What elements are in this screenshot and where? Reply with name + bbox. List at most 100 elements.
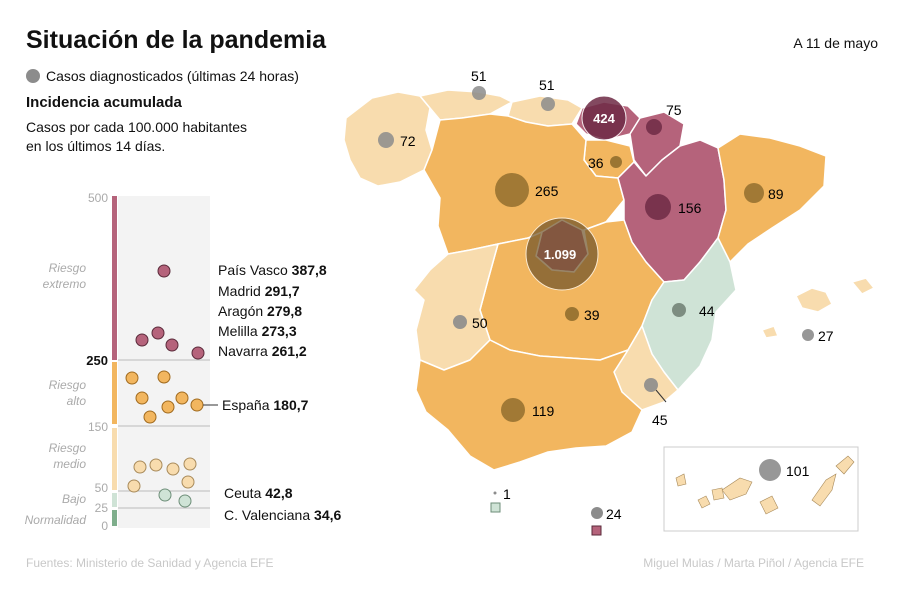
band-label-normalidad: Normalidad [25,513,87,527]
bubble-andalucia [501,398,525,422]
incidence-subtitle-line1: Casos por cada 100.000 habitantes [26,119,248,135]
region-andalucia [415,339,643,471]
incidence-title: Incidencia acumulada [26,94,182,111]
dot-medio-4 [166,462,180,476]
cases-asturias: 51 [471,68,487,84]
highlight-navarra: Navarra 261,2 [218,343,307,359]
region-cataluna [717,133,827,263]
island-tenerife [721,477,753,501]
highlight-aragon: Aragón 279,8 [218,303,303,319]
dot-alto-2 [157,370,171,384]
cases-castilla-y-leon: 265 [535,183,559,199]
murcia-leader-line [655,389,667,403]
island-gran-canaria [759,495,779,515]
band-bar-alto [112,362,117,424]
band-label-bajo: Bajo [62,492,86,506]
dot-alto-1 [125,371,139,385]
cases-murcia: 45 [652,412,668,428]
dot-alto-3 [135,391,149,405]
date-label: A 11 de mayo [793,35,878,51]
tick-50: 50 [95,481,109,495]
bubble-cantabria [541,97,555,111]
cases-cataluna: 89 [768,186,784,202]
dot-alto-6 [143,410,157,424]
dot-medio-6 [127,479,141,493]
cases-la-rioja: 36 [588,155,604,171]
incidence-subtitle: Casos por cada 100.000 habitantes en los… [26,118,286,156]
highlight-c-valenciana: C. Valenciana 34,6 [224,507,342,523]
cases-galicia: 72 [400,133,416,149]
cases-baleares: 27 [818,328,834,344]
band-bar-extremo [112,196,117,360]
tick-500: 500 [88,191,108,205]
island-lanzarote [835,455,855,475]
band-label-alto-1: Riesgo [49,378,87,392]
band-bar-normalidad [112,510,117,526]
bubble-c-valenciana [672,303,686,317]
highlight-espana: España 180,7 [222,397,309,413]
dot-pais-vasco [157,264,171,278]
island-el-hierro [697,495,711,509]
bubble-madrid [525,217,599,291]
band-bar-medio [112,428,117,490]
cases-navarra: 75 [666,102,682,118]
cases-pais-vasco: 424 [593,111,615,126]
cases-legend-label: Casos diagnosticados (últimas 24 horas) [46,68,299,84]
region-baleares-mallorca [795,287,833,313]
cases-dot-icon [26,69,40,83]
island-fuerteventura [811,473,837,507]
bubble-asturias [472,86,486,100]
cases-legend: Casos diagnosticados (últimas 24 horas) [26,68,299,84]
band-label-medio-2: medio [53,457,86,471]
island-la-gomera [711,487,725,501]
dot-medio-3 [133,460,147,474]
tick-150: 150 [88,420,108,434]
bubble-baleares [802,329,814,341]
dot-navarra [191,346,205,360]
chart-panel [118,196,210,528]
bubble-melilla [591,507,603,519]
cases-madrid: 1.099 [544,247,577,262]
bubble-cataluna [744,183,764,203]
band-label-alto-2: alto [67,394,87,408]
bubble-canarias [759,459,781,481]
bubble-extremadura [453,315,467,329]
bubble-pais-vasco [581,95,627,141]
band-label-medio-1: Riesgo [49,441,87,455]
bubble-aragon [645,194,671,220]
dot-ceuta [158,488,172,502]
tick-0: 0 [101,519,108,533]
bubble-la-rioja [610,156,622,168]
dot-medio-5 [181,475,195,489]
bubble-castilla-y-leon [495,173,529,207]
cases-canarias: 101 [786,463,810,479]
incidence-subtitle-line2: en los últimos 14 días. [26,138,166,154]
page-title: Situación de la pandemia [26,26,327,54]
bubble-murcia [644,378,658,392]
region-baleares-menorca [851,277,875,295]
region-c-valenciana [641,237,737,391]
dot-aragon [135,333,149,347]
highlight-melilla: Melilla 273,3 [218,323,297,339]
region-melilla [591,525,602,536]
dot-alto-5 [161,400,175,414]
region-baleares-ibiza [761,325,779,339]
cases-castilla-la-mancha: 39 [584,307,600,323]
band-label-extremo-1: Riesgo [49,261,87,275]
bubble-castilla-la-mancha [565,307,579,321]
dot-c-valenciana [178,494,192,508]
dot-medio-1 [149,458,163,472]
credits-footer: Miguel Mulas / Marta Piñol / Agencia EFE [643,556,864,570]
dot-melilla [165,338,179,352]
region-asturias [419,89,513,121]
dot-alto-4 [175,391,189,405]
sources-footer: Fuentes: Ministerio de Sanidad y Agencia… [26,556,274,570]
tick-25: 25 [95,501,109,515]
cases-ceuta: 1 [503,486,511,502]
region-ceuta [490,502,501,513]
highlight-ceuta: Ceuta 42,8 [224,485,293,501]
tick-250: 250 [86,353,108,368]
cases-cantabria: 51 [539,77,555,93]
dot-madrid [151,326,165,340]
